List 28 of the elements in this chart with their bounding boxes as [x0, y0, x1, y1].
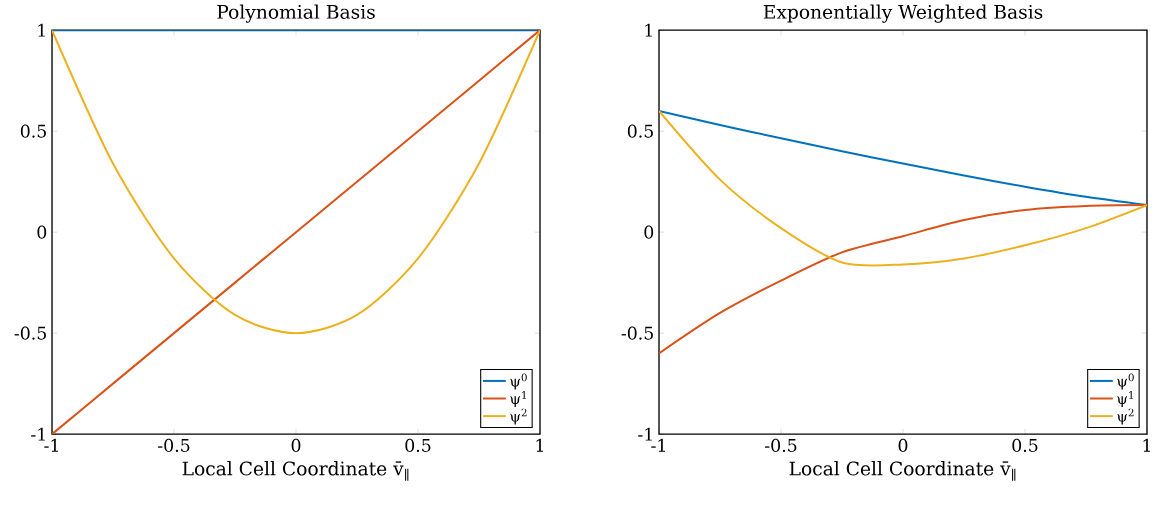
y-tick-label: 0.5 [627, 124, 653, 138]
y-tick-label: -1 [31, 427, 45, 441]
legend-label: ψ$^{1}$ [1117, 390, 1134, 407]
x-tick-label: 0 [898, 438, 908, 452]
y-tick-label: -0.5 [621, 326, 653, 340]
x-axis-title: Local Cell Coordinate v̄$_{∥}$ [789, 461, 1016, 481]
x-axis-title: Local Cell Coordinate v̄$_{∥}$ [182, 461, 409, 481]
chart-title: Exponentially Weighted Basis [763, 4, 1043, 23]
legend-label: ψ$^{2}$ [1117, 408, 1134, 425]
y-tick-label: 1 [645, 23, 652, 37]
legend-label: ψ$^{0}$ [1117, 373, 1134, 390]
x-tick-label: 1 [1143, 438, 1151, 452]
legend-label: ψ$^{1}$ [510, 390, 527, 407]
chart-title: Polynomial Basis [217, 4, 375, 23]
x-tick-label: -0.5 [158, 438, 190, 452]
y-tick-label: -1 [638, 427, 652, 441]
y-tick-label: 0 [644, 225, 654, 239]
legend-label: ψ$^{2}$ [510, 408, 527, 425]
x-tick-label: 1 [536, 438, 544, 452]
y-tick-label: 0.5 [20, 124, 46, 138]
y-tick-label: 0 [37, 225, 47, 239]
x-tick-label: 0.5 [405, 438, 431, 452]
y-tick-label: 1 [38, 23, 45, 37]
x-tick-label: 0.5 [1012, 438, 1038, 452]
y-tick-label: -0.5 [14, 326, 46, 340]
x-tick-label: 0 [291, 438, 301, 452]
x-tick-label: -0.5 [765, 438, 797, 452]
legend-label: ψ$^{0}$ [510, 373, 527, 390]
